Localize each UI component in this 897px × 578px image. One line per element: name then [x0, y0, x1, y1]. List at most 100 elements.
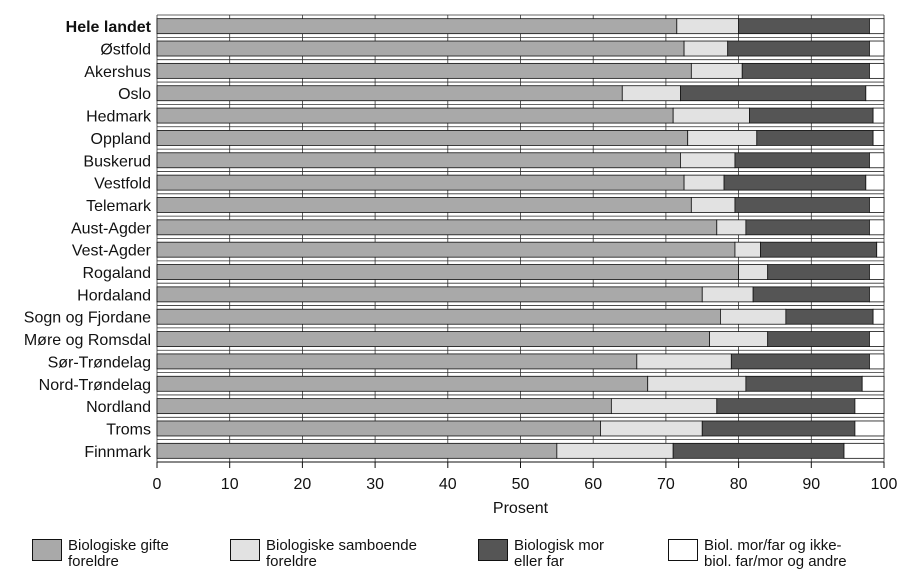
bar-segment [676, 18, 739, 35]
bar-segment [723, 174, 867, 191]
bar-segment [865, 174, 885, 191]
category-label: Rogaland [83, 265, 152, 282]
category-label: Oppland [91, 131, 152, 148]
bar-segment [727, 40, 870, 57]
category-label: Troms [106, 421, 151, 438]
legend-swatch-andre [668, 539, 698, 561]
bar-segment [869, 18, 885, 35]
bar-segment [690, 197, 736, 213]
bar-segment [683, 40, 729, 57]
category-label: Telemark [86, 198, 152, 215]
bar-segment [876, 241, 885, 258]
bar-segment [760, 241, 878, 258]
category-label: Vestfold [94, 176, 151, 193]
category-label: Finnmark [84, 444, 152, 461]
bar-segment [749, 107, 874, 124]
bar-segment [869, 40, 885, 57]
bar-segment [872, 130, 885, 146]
bar-segment [745, 375, 863, 392]
bar-segment [738, 264, 769, 280]
stacked-bar-chart: Hele landet Østfold Akershus Oslo Hedmark Opp… [24, 14, 897, 517]
bar-segment [156, 219, 718, 236]
x-tick-label: 0 [153, 476, 162, 493]
bar-segment [156, 174, 685, 191]
bar-segment [734, 197, 870, 213]
bar-segment [785, 308, 874, 325]
bar-segment [556, 442, 674, 459]
category-label: Nord-Trøndelag [39, 377, 151, 394]
bar-segment [869, 331, 885, 347]
legend-label-gifte: Biologiske gifte foreldre [68, 537, 169, 570]
bar-segment [734, 152, 870, 169]
bar-segment [690, 62, 743, 79]
category-label: Akershus [84, 64, 151, 81]
bar-segment [709, 331, 769, 347]
legend-swatch-mor-eller-far [478, 539, 508, 561]
legend-item-gifte: Biologiske gifte foreldre [32, 538, 238, 570]
x-tick-label: 50 [512, 476, 530, 493]
bar-segment [687, 130, 758, 146]
bar-segment [767, 331, 870, 347]
category-label: Sør-Trøndelag [48, 354, 151, 371]
bar-segment [869, 197, 885, 213]
category-label: Nordland [86, 399, 151, 416]
x-tick-label: 20 [294, 476, 312, 493]
bar-segment [843, 442, 885, 459]
bar-segment [869, 219, 885, 236]
bar-segment [854, 420, 885, 437]
legend-item-andre: Biol. mor/far og ikke- biol. far/mor og … [668, 538, 874, 570]
bar-segment [752, 286, 870, 303]
category-label: Oslo [118, 86, 151, 103]
bar-segment [869, 264, 885, 280]
x-tick-label: 30 [366, 476, 384, 493]
bar-segment [156, 107, 674, 124]
x-tick-label: 90 [802, 476, 820, 493]
bar-segment [156, 442, 558, 459]
bar-segment [756, 130, 874, 146]
bar-segment [621, 85, 681, 102]
x-tick-label: 10 [221, 476, 239, 493]
bar-segment [610, 398, 718, 415]
legend-item-mor-eller-far: Biologisk mor eller far [478, 538, 684, 570]
category-label: Aust-Agder [71, 220, 152, 237]
bar-segment [701, 286, 754, 303]
bar-segment [730, 353, 870, 370]
category-label: Sogn og Fjordane [24, 310, 151, 327]
bar-segment [156, 398, 612, 415]
bar-segment [156, 18, 678, 35]
bar-segment [861, 375, 885, 392]
bar-segment [865, 85, 885, 102]
legend-label-samboende: Biologiske samboende foreldre [266, 537, 417, 570]
bar-segment [672, 107, 750, 124]
bar-segment [720, 308, 787, 325]
category-label: Hedmark [86, 109, 152, 126]
bar-segment [156, 286, 703, 303]
bar-segment [680, 85, 867, 102]
bar-segment [734, 241, 761, 258]
x-tick-label: 80 [730, 476, 748, 493]
x-tick-label: 70 [657, 476, 675, 493]
bar-segment [854, 398, 885, 415]
category-label: Østfold [100, 42, 151, 59]
bar-segment [869, 353, 885, 370]
bar-segment [680, 152, 736, 169]
bar-segment [156, 420, 601, 437]
bar-segment [672, 442, 845, 459]
category-label: Møre og Romsdal [24, 332, 151, 349]
bar-segment [600, 420, 703, 437]
bar-segment [156, 152, 681, 169]
bar-segment [716, 398, 856, 415]
bar-segment [745, 219, 870, 236]
legend-swatch-gifte [32, 539, 62, 561]
bar-segment [156, 197, 692, 213]
legend-label-andre: Biol. mor/far og ikke- biol. far/mor og … [704, 537, 847, 570]
bar-segment [767, 264, 870, 280]
bar-segment [156, 353, 638, 370]
category-label: Vest-Agder [72, 243, 152, 260]
bar-segment [156, 241, 736, 258]
bar-segment [869, 152, 885, 169]
bar-segment [156, 264, 739, 280]
bar-segment [156, 40, 685, 57]
bar-segment [869, 62, 885, 79]
bar-segment [701, 420, 856, 437]
